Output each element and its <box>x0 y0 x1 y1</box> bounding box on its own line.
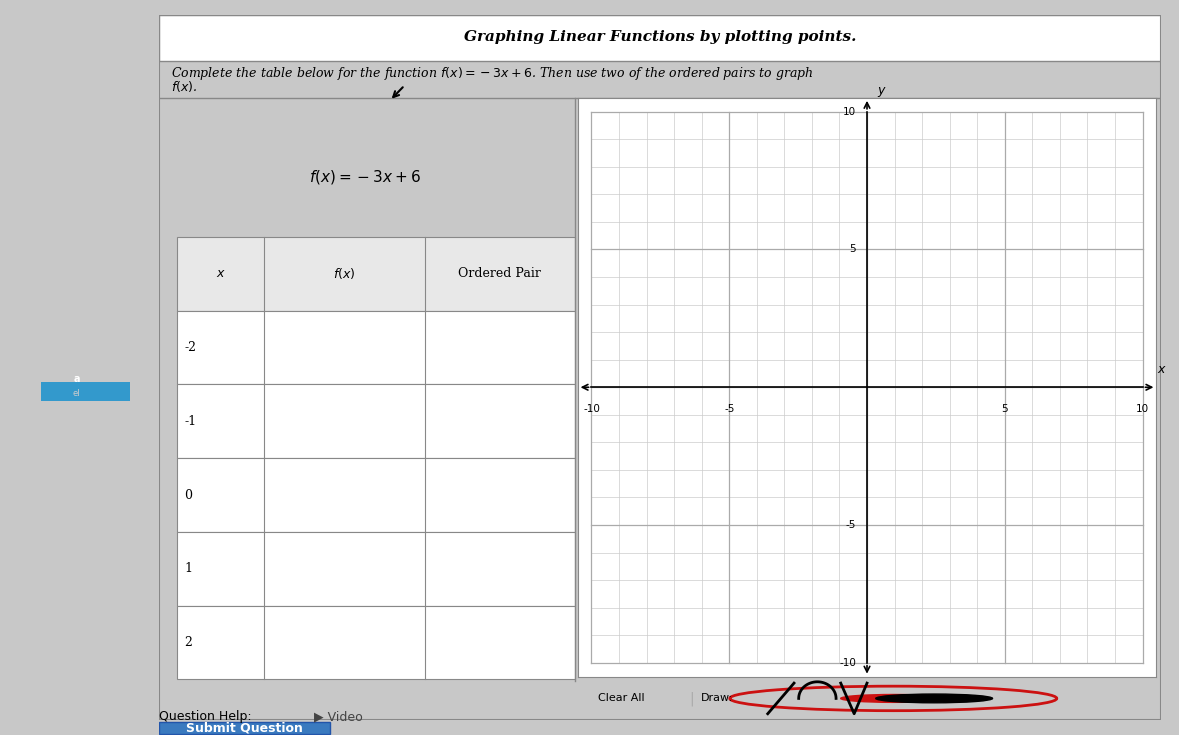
Text: -5: -5 <box>845 520 856 530</box>
Text: 2: 2 <box>184 636 192 649</box>
Text: Question Help:: Question Help: <box>159 711 252 723</box>
Text: -1: -1 <box>184 415 197 428</box>
Bar <box>177 458 575 532</box>
Bar <box>177 384 575 458</box>
Text: |: | <box>689 691 693 706</box>
Text: Clear All: Clear All <box>599 693 645 703</box>
Text: 1: 1 <box>184 562 192 576</box>
Bar <box>177 311 575 384</box>
Bar <box>159 722 330 734</box>
Text: $f(x)$.: $f(x)$. <box>171 79 198 94</box>
Bar <box>177 606 575 679</box>
Text: 10: 10 <box>1135 404 1150 414</box>
Text: $x$: $x$ <box>216 268 225 280</box>
Text: Complete the table below for the function $f(x) = -3x + 6$. Then use two of the : Complete the table below for the functio… <box>171 65 814 82</box>
Text: $f(x) = -3x + 6$: $f(x) = -3x + 6$ <box>309 168 421 186</box>
Text: -2: -2 <box>184 341 196 354</box>
Text: -5: -5 <box>724 404 735 414</box>
Text: Graphing Linear Functions by plotting points.: Graphing Linear Functions by plotting po… <box>465 30 856 44</box>
Text: Ordered Pair: Ordered Pair <box>459 268 541 280</box>
Text: el: el <box>73 389 80 398</box>
Text: $y$: $y$ <box>877 85 887 99</box>
Bar <box>177 532 575 606</box>
Text: Submit Question: Submit Question <box>186 721 303 734</box>
Text: -10: -10 <box>839 658 856 668</box>
Bar <box>159 15 1161 60</box>
Bar <box>177 237 575 311</box>
Text: -10: -10 <box>584 404 600 414</box>
Text: 0: 0 <box>184 489 192 501</box>
Text: 10: 10 <box>843 107 856 117</box>
Text: Draw:: Draw: <box>700 693 732 703</box>
Text: a: a <box>73 373 80 384</box>
Text: 5: 5 <box>1001 404 1008 414</box>
Text: $x$: $x$ <box>1157 363 1167 376</box>
Text: 5: 5 <box>849 245 856 254</box>
Circle shape <box>841 695 946 703</box>
Text: ▶ Video: ▶ Video <box>315 711 363 723</box>
Circle shape <box>876 694 993 703</box>
Bar <box>41 382 130 401</box>
Text: $f(x)$: $f(x)$ <box>334 266 356 282</box>
